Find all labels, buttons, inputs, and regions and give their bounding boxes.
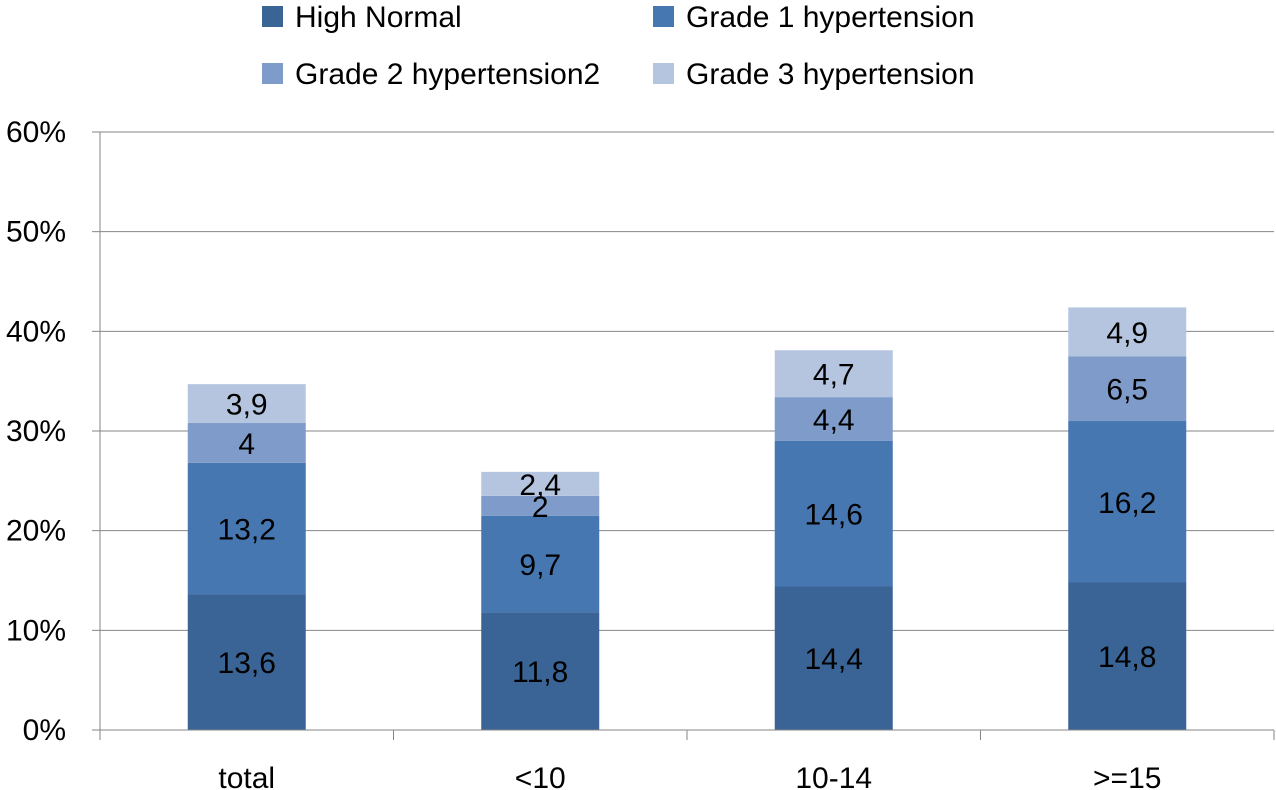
data-label: 3,9 bbox=[226, 389, 268, 422]
data-label: 14,4 bbox=[805, 643, 863, 676]
y-tick-label: 20% bbox=[6, 515, 66, 548]
bar-segment bbox=[1068, 356, 1187, 422]
legend-item: Grade 1 hypertension bbox=[653, 1, 975, 34]
bars bbox=[187, 307, 1187, 730]
data-label: 4 bbox=[238, 428, 255, 461]
legend-label: High Normal bbox=[295, 1, 462, 34]
legend-label: Grade 1 hypertension bbox=[686, 1, 975, 34]
bar-segment bbox=[774, 586, 893, 730]
legend-swatch bbox=[262, 6, 283, 27]
legend: High Normal Grade 1 hypertension Grade 2 h… bbox=[262, 1, 975, 91]
data-label: 13,2 bbox=[218, 514, 276, 547]
x-tick-label: >=15 bbox=[1093, 762, 1161, 790]
bar-segment bbox=[1068, 582, 1187, 730]
data-label: 2,4 bbox=[519, 469, 561, 502]
bar-segment bbox=[187, 384, 306, 424]
data-label: 2 bbox=[532, 491, 549, 524]
legend-item: High Normal bbox=[262, 1, 462, 34]
data-label: 4,4 bbox=[813, 404, 855, 437]
data-label: 13,6 bbox=[218, 647, 276, 680]
y-tick-label: 40% bbox=[6, 315, 66, 348]
x-axis-ticks: total <10 10-14 >=15 bbox=[218, 762, 1161, 790]
legend-label: Grade 2 hypertension2 bbox=[295, 58, 600, 91]
bar-segment bbox=[1068, 307, 1187, 357]
bar-segment bbox=[481, 495, 600, 516]
y-tick-label: 50% bbox=[6, 216, 66, 249]
bar-segment bbox=[481, 515, 600, 613]
bar-segment bbox=[1068, 421, 1187, 583]
data-label: 9,7 bbox=[519, 549, 561, 582]
bar-segment bbox=[774, 350, 893, 398]
bar-segment bbox=[481, 471, 600, 496]
data-label: 4,7 bbox=[813, 359, 855, 392]
data-label: 14,6 bbox=[805, 499, 863, 532]
legend-item: Grade 2 hypertension2 bbox=[262, 58, 600, 91]
data-label: 6,5 bbox=[1106, 374, 1148, 407]
y-tick-label: 60% bbox=[6, 116, 66, 149]
axes bbox=[92, 131, 1275, 740]
data-label: 4,9 bbox=[1106, 317, 1148, 350]
y-tick-label: 10% bbox=[6, 614, 66, 647]
x-tick-label: total bbox=[218, 762, 275, 790]
bar-segment bbox=[774, 440, 893, 587]
legend-swatch bbox=[653, 6, 674, 27]
legend-item: Grade 3 hypertension bbox=[653, 58, 975, 91]
data-label: 14,8 bbox=[1098, 641, 1156, 674]
bar-segment bbox=[187, 462, 306, 595]
y-axis-ticks: 0% 10% 20% 30% 40% 50% 60% bbox=[6, 116, 66, 747]
data-label: 16,2 bbox=[1098, 487, 1156, 520]
y-tick-label: 30% bbox=[6, 415, 66, 448]
x-tick-label: <10 bbox=[515, 762, 566, 790]
data-labels: 13,6 13,2 4 3,9 11,8 9,7 22,4 14,4 14,6 4,4 4,7 14,… bbox=[218, 317, 1157, 689]
legend-label: Grade 3 hypertension bbox=[686, 58, 975, 91]
bar-segment bbox=[187, 594, 306, 730]
bar-segment bbox=[187, 423, 306, 463]
legend-swatch bbox=[262, 63, 283, 84]
x-tick-label: 10-14 bbox=[795, 762, 872, 790]
y-tick-label: 0% bbox=[23, 714, 66, 747]
bar-segment bbox=[774, 397, 893, 441]
data-label: 11,8 bbox=[512, 656, 568, 689]
legend-swatch bbox=[653, 63, 674, 84]
bar-segment bbox=[481, 612, 600, 730]
